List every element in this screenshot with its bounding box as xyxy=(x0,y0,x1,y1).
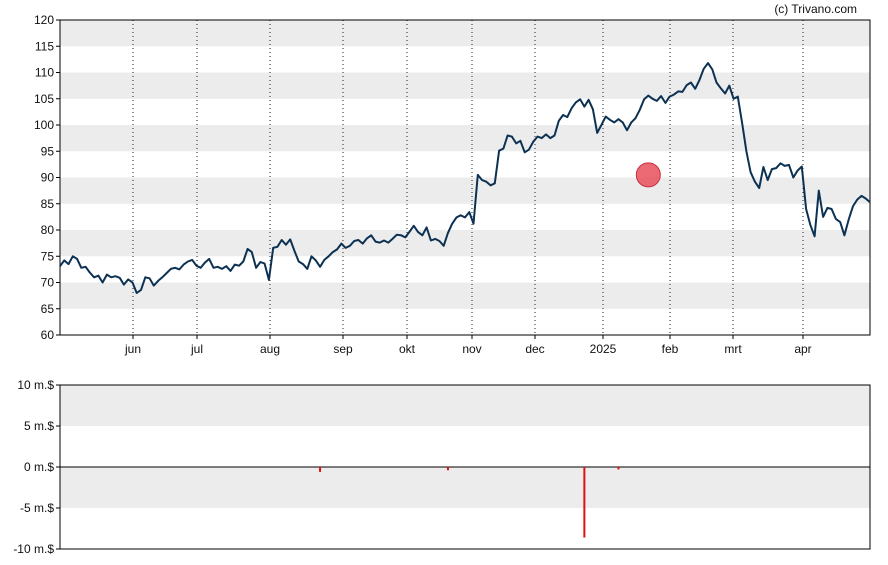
price-xtick-label: mrt xyxy=(724,342,742,356)
price-band xyxy=(60,125,870,152)
price-ytick-label: 120 xyxy=(34,13,54,27)
price-band xyxy=(60,20,870,47)
price-line xyxy=(59,62,871,294)
volume-bar xyxy=(583,467,586,538)
price-ytick-label: 75 xyxy=(41,249,55,263)
price-ytick-label: 95 xyxy=(41,144,55,158)
price-ytick-label: 110 xyxy=(35,66,54,80)
price-xtick-label: sep xyxy=(333,342,353,356)
price-xtick-label: apr xyxy=(794,342,811,356)
volume-ytick-label: -5 m.$ xyxy=(20,501,54,515)
price-xtick-label: feb xyxy=(662,342,679,356)
price-ytick-label: 105 xyxy=(34,92,54,106)
price-ytick-label: 115 xyxy=(35,39,54,53)
volume-band xyxy=(60,467,870,508)
price-ytick-label: 100 xyxy=(34,118,54,132)
price-xtick-label: jun xyxy=(124,342,141,356)
price-band xyxy=(60,72,870,99)
event-marker xyxy=(635,162,661,188)
price-xtick-label: nov xyxy=(462,342,481,356)
price-xtick-label: dec xyxy=(525,342,544,356)
volume-ytick-label: 0 m.$ xyxy=(24,460,54,474)
price-ytick-label: 80 xyxy=(41,223,55,237)
price-ytick-label: 70 xyxy=(41,276,55,290)
price-ytick-label: 65 xyxy=(41,302,55,316)
price-ytick-label: 85 xyxy=(41,197,55,211)
volume-ytick-label: -10 m.$ xyxy=(13,542,54,556)
price-xtick-label: 2025 xyxy=(590,342,617,356)
price-band xyxy=(60,230,870,257)
credit-text: (c) Trivano.com xyxy=(774,2,857,16)
price-band xyxy=(60,177,870,204)
price-xtick-label: jul xyxy=(190,342,203,356)
price-ytick-label: 60 xyxy=(41,328,55,342)
volume-bar xyxy=(617,467,620,470)
volume-ytick-label: 5 m.$ xyxy=(24,419,54,433)
volume-panel: 10 m.$ 5 m.$ 0 m.$ -5 m.$ -10 m.$ xyxy=(13,378,871,556)
price-xtick-label: aug xyxy=(260,342,280,356)
price-panel: 60 65 70 75 80 85 90 95 100 105 110 115 120 jun jul aug… xyxy=(34,13,871,356)
price-ytick-label: 90 xyxy=(41,171,55,185)
volume-band xyxy=(60,385,870,426)
volume-bar xyxy=(446,467,449,471)
price-band xyxy=(60,282,870,309)
volume-bar xyxy=(319,467,322,472)
volume-ytick-label: 10 m.$ xyxy=(17,378,54,392)
price-xtick-label: okt xyxy=(399,342,416,356)
